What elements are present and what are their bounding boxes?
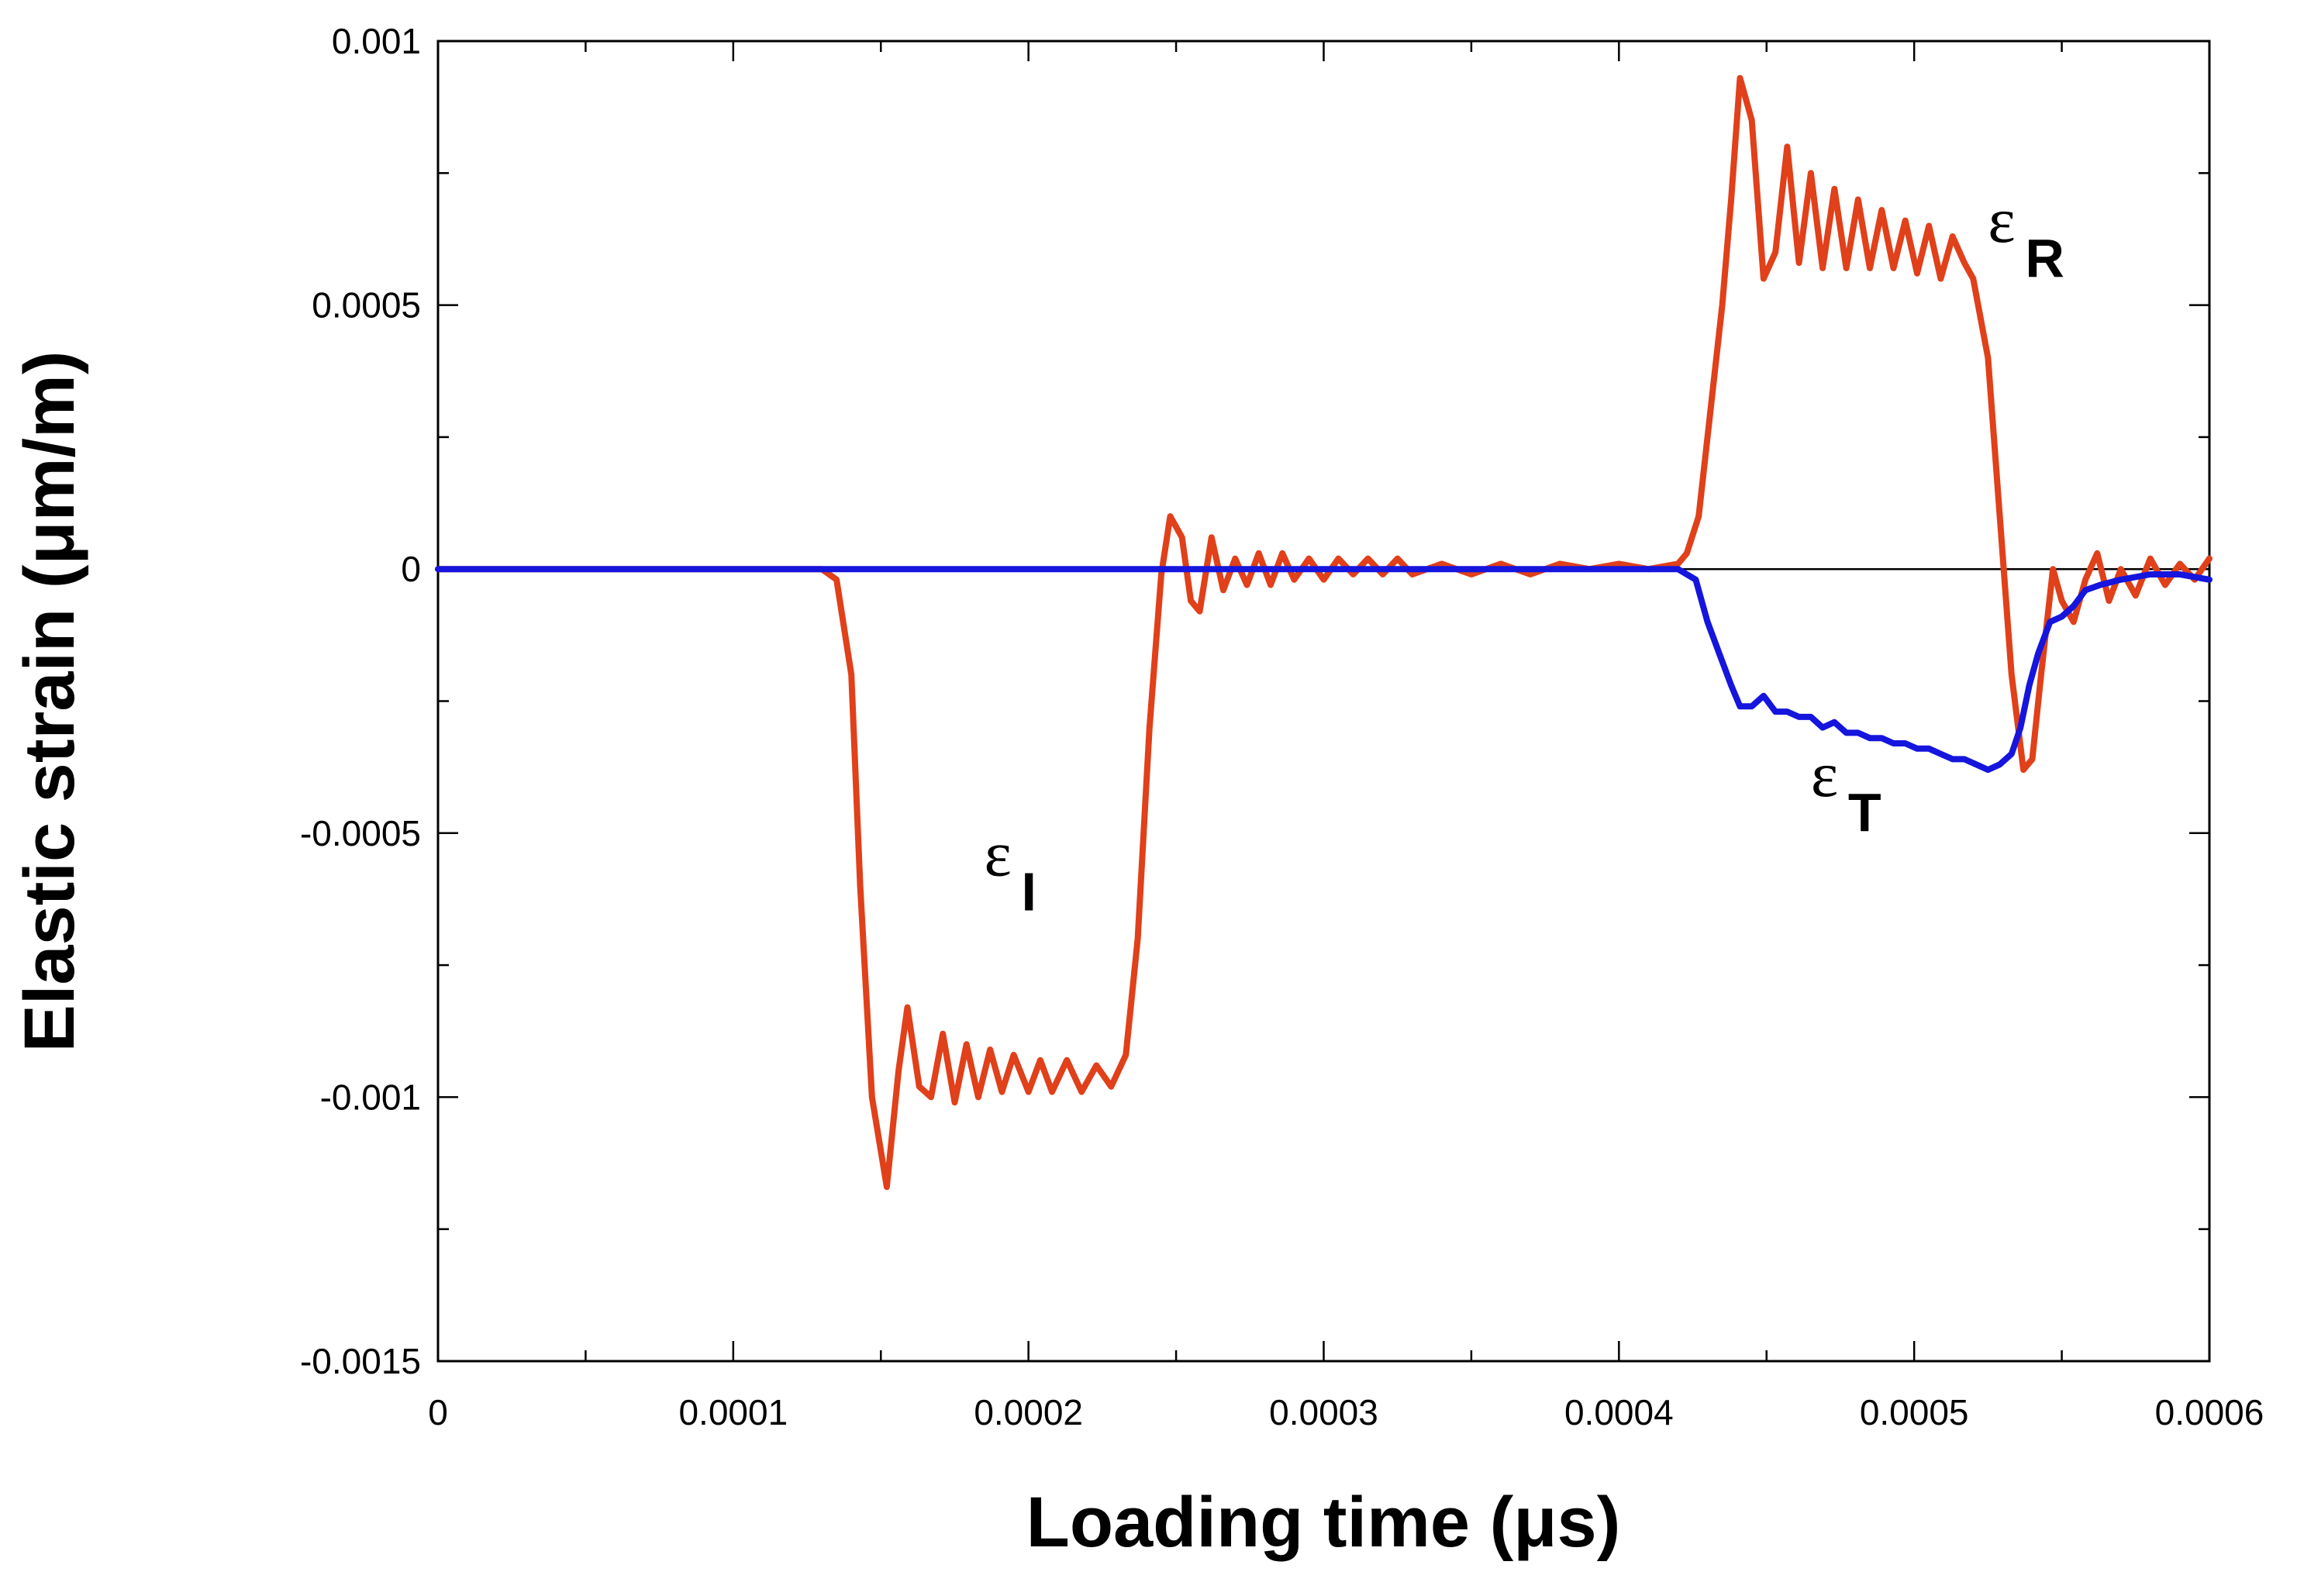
transmitted-strain-line xyxy=(435,566,2213,774)
x-tick-label: 0.0003 xyxy=(1269,1392,1378,1432)
y-tick-label: 0 xyxy=(401,549,421,589)
x-tick-label: 0.0002 xyxy=(974,1392,1083,1432)
x-tick-label: 0.0001 xyxy=(678,1392,788,1432)
annotation-subscript: R xyxy=(2025,228,2064,288)
y-tick-label: -0.0015 xyxy=(300,1341,421,1381)
annotation-symbol: ε xyxy=(985,818,1012,890)
incident-reflected-strain-line xyxy=(435,74,2213,1191)
annotation-symbol: ε xyxy=(1988,184,2015,257)
x-tick-label: 0 xyxy=(428,1392,448,1432)
tick-labels: 0 0.0001 0.0002 0.0003 0.0004 0.0005 0.0006 0.0… xyxy=(300,21,2264,1432)
annotation-subscript: T xyxy=(1848,782,1881,843)
annotation-symbol: ε xyxy=(1811,739,1838,811)
annotation-epsilon-t: εT xyxy=(1811,739,1881,843)
x-tick-label: 0.0005 xyxy=(1860,1392,1969,1432)
y-tick-label: -0.0005 xyxy=(300,813,421,853)
y-tick-label: -0.001 xyxy=(320,1077,421,1117)
y-tick-label: 0.001 xyxy=(332,21,421,61)
x-tick-label: 0.0006 xyxy=(2155,1392,2264,1432)
annotation-epsilon-r: εR xyxy=(1988,184,2064,288)
x-tick-label: 0.0004 xyxy=(1564,1392,1674,1432)
y-tick-label: 0.0005 xyxy=(312,285,421,326)
annotation-subscript: I xyxy=(1022,861,1036,922)
plot-frame xyxy=(436,40,2211,1363)
y-axis-title: Elastic strain (μm/m) xyxy=(10,351,89,1053)
axis-ticks xyxy=(436,40,2211,1363)
series-lines xyxy=(435,74,2213,1191)
annotation-epsilon-i: εI xyxy=(985,818,1036,922)
x-axis-title: Loading time (μs) xyxy=(1026,1483,1621,1562)
